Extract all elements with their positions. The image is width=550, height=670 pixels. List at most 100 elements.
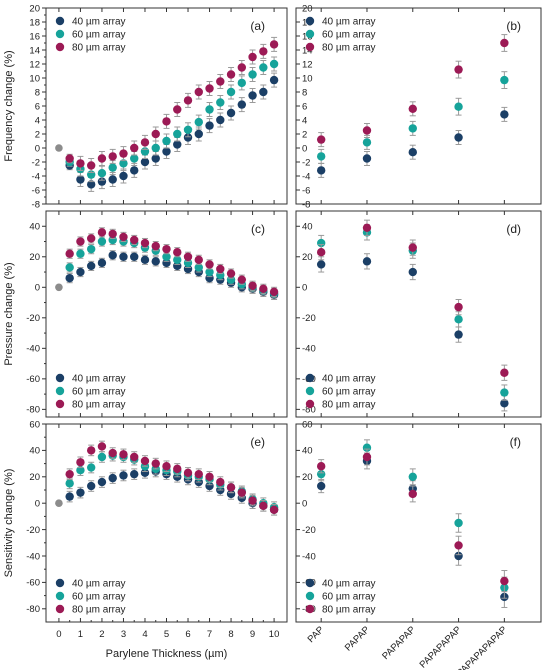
y-tick-label: 40 [29, 222, 40, 233]
y-tick-label: -80 [26, 405, 40, 416]
legend: 40 µm array 60 µm array 80 µm array [55, 579, 126, 616]
panel-a: -8 -8 -6 -6 -4 -4 -2 -2 0 0 2 2 4 4 6 6 8 8 10 10 12 12 14 14 16… [3, 3, 313, 210]
y-tick-label-right: 12 [302, 59, 313, 70]
data-point [76, 237, 85, 246]
data-point [269, 40, 279, 49]
data-point [140, 456, 150, 466]
data-point [183, 252, 193, 261]
data-point [248, 496, 257, 505]
data-point [259, 87, 268, 97]
data-point [237, 100, 247, 109]
data-point [76, 159, 85, 168]
data-point [76, 267, 85, 277]
data-point [108, 235, 117, 245]
data-point [269, 287, 279, 297]
plot-frame [295, 7, 542, 205]
data-point [130, 235, 139, 245]
data-point [500, 388, 509, 397]
legend-label: 80 µm array [322, 43, 376, 54]
data-point [173, 255, 182, 265]
data-point [119, 159, 128, 168]
data-point [65, 273, 74, 283]
legend-marker [55, 591, 65, 601]
y-tick-label: 0 [35, 499, 40, 510]
legend-marker [305, 578, 315, 588]
legend-label: 80 µm array [322, 605, 376, 616]
data-point [454, 302, 463, 312]
data-point [86, 481, 96, 491]
x-tick-label: 7 [207, 629, 212, 640]
data-point [454, 541, 463, 550]
x-tick-label: 3 [121, 629, 126, 640]
legend: 40 µm array 60 µm array 80 µm array [55, 17, 126, 54]
data-point [183, 96, 193, 105]
data-point [259, 284, 268, 294]
data-point [205, 121, 214, 130]
data-point [119, 171, 128, 181]
y-tick-label-right: -4 [302, 171, 310, 182]
legend-marker [305, 399, 315, 409]
panel-letter: (e) [250, 435, 265, 449]
data-point [216, 477, 225, 487]
data-point [500, 110, 509, 119]
data-point [162, 258, 171, 268]
data-point [97, 442, 107, 451]
legend-label: 60 µm array [72, 30, 126, 41]
data-point [205, 84, 214, 93]
data-point [316, 481, 326, 491]
data-point [226, 108, 236, 118]
legend: 40 µm array 60 µm array 80 µm array [305, 578, 376, 616]
y-tick-label-right: -40 [302, 551, 316, 562]
data-point [362, 154, 372, 163]
x-tick-label: 4 [142, 629, 147, 640]
y-tick-label: 2 [35, 129, 40, 140]
data-point [65, 249, 74, 258]
data-point [194, 469, 203, 479]
y-tick-label: -20 [26, 313, 40, 324]
data-point [108, 152, 117, 161]
data-point [76, 175, 85, 184]
y-tick-label-right: 60 [302, 419, 313, 430]
y-tick-label: 4 [35, 115, 40, 126]
data-point [97, 177, 107, 186]
data-point [108, 229, 117, 239]
data-point [86, 180, 96, 189]
data-point [316, 166, 326, 175]
data-point [194, 87, 203, 97]
y-tick-label: 60 [29, 419, 40, 430]
x-tick-label: PAPAPAPAP [418, 624, 464, 670]
data-point [408, 243, 417, 252]
data-point [183, 468, 193, 478]
panel-letter: (d) [506, 222, 521, 236]
y-tick-label-right: 0 [302, 499, 307, 510]
data-point [248, 52, 257, 62]
data-point [140, 138, 150, 147]
y-tick-label: -6 [32, 185, 40, 196]
data-point [269, 59, 279, 69]
x-tick-label: PAP [306, 624, 327, 645]
data-point [194, 117, 203, 127]
legend-label: 60 µm array [322, 592, 376, 603]
data-point [76, 488, 85, 497]
data-point [183, 133, 193, 142]
data-point [362, 443, 372, 452]
y-tick-label-right: 20 [302, 3, 313, 14]
plot-frame [295, 210, 542, 418]
legend-marker [55, 399, 65, 409]
data-point [248, 70, 257, 79]
data-point [130, 143, 139, 153]
data-point [151, 459, 160, 468]
x-tick-label: 1 [78, 629, 83, 640]
data-point [76, 458, 85, 467]
x-tick-label: PAPAPAPAPAP [455, 624, 510, 670]
y-tick-label: -8 [32, 199, 40, 210]
plot-frame [295, 423, 542, 623]
data-point [237, 275, 247, 284]
data-point [500, 38, 509, 48]
data-point [97, 154, 107, 163]
data-point [500, 576, 509, 586]
data-point [162, 462, 171, 471]
data-point [130, 154, 139, 163]
data-point [248, 281, 257, 290]
